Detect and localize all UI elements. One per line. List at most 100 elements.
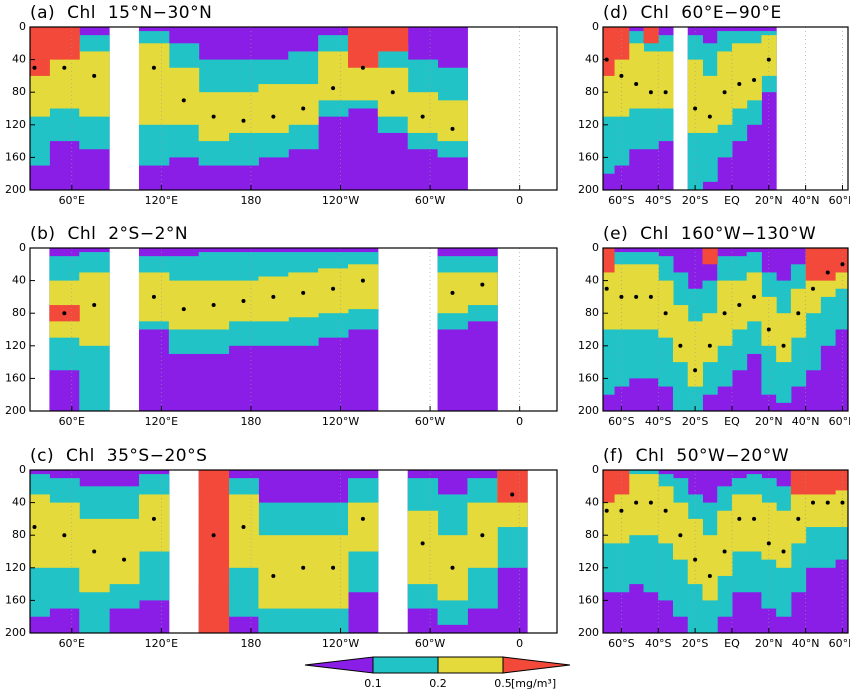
- chl-band: [776, 510, 792, 568]
- chl-band: [687, 321, 703, 387]
- x-tick-label: 0: [516, 637, 523, 650]
- dcm-dot: [211, 303, 216, 308]
- y-tick-label: 120: [5, 561, 26, 574]
- y-tick-label: 80: [12, 85, 26, 98]
- y-tick-label: 160: [5, 150, 26, 163]
- y-tick-label: 160: [5, 593, 26, 606]
- dcm-dot: [331, 565, 336, 570]
- chl-band: [603, 478, 615, 544]
- chl-band: [109, 518, 140, 585]
- dcm-dot: [796, 311, 801, 316]
- chl-band: [643, 474, 659, 536]
- x-tick-label: 60°W: [415, 415, 445, 428]
- y-tick-label: 120: [578, 339, 599, 352]
- dcm-dot: [811, 286, 815, 291]
- chl-band: [168, 280, 200, 330]
- y-tick-label: 200: [578, 626, 599, 639]
- dcm-dot: [825, 270, 830, 275]
- plot-frame: [29, 26, 558, 191]
- chl-band: [673, 305, 689, 363]
- chl-band: [497, 470, 528, 503]
- chl-band: [776, 313, 792, 363]
- chl-band: [258, 84, 289, 133]
- dcm-dot: [241, 525, 246, 530]
- panel-title: (c) Chl 35°S−20°S: [30, 446, 207, 466]
- y-tick-label: 120: [5, 339, 26, 352]
- dcm-dot: [693, 368, 698, 373]
- dcm-dot: [737, 516, 742, 521]
- dcm-dot: [604, 508, 609, 513]
- x-tick-label: 20°S: [682, 194, 708, 207]
- y-tick-label: 0: [19, 241, 26, 254]
- dcm-dot: [420, 114, 425, 119]
- x-tick-label: 60°S: [608, 194, 634, 207]
- x-tick-label: 40°N: [792, 637, 820, 650]
- dcm-dot: [678, 533, 683, 538]
- y-tick-label: 80: [585, 528, 599, 541]
- dcm-dot: [766, 327, 771, 332]
- dcm-dot: [766, 541, 771, 546]
- chl-band: [790, 486, 807, 544]
- y-tick-label: 80: [585, 85, 599, 98]
- panel-title: (e) Chl 160°W−130°W: [603, 224, 816, 244]
- x-tick-label: 20°S: [682, 415, 708, 428]
- panel-title: (d) Chl 60°E−90°E: [603, 3, 782, 23]
- dcm-dot: [634, 500, 639, 505]
- dcm-dot: [693, 557, 698, 562]
- chl-band: [731, 43, 748, 109]
- x-tick-label: 60°E: [59, 415, 85, 428]
- dcm-dot: [301, 290, 306, 295]
- chl-band: [702, 535, 718, 601]
- dcm-dot: [122, 557, 127, 562]
- chl-band: [49, 27, 80, 60]
- dcm-dot: [151, 65, 156, 70]
- x-tick-label: 60°S: [608, 415, 634, 428]
- y-tick-label: 80: [12, 306, 26, 319]
- chl-band: [835, 248, 848, 273]
- chl-band: [717, 510, 733, 576]
- colorbar-mid: [372, 656, 439, 674]
- chl-band: [288, 535, 319, 609]
- dcm-dot: [707, 343, 712, 348]
- dcm-dot: [301, 565, 306, 570]
- chl-band: [835, 470, 848, 491]
- chl-band: [198, 470, 230, 633]
- chl-band: [138, 494, 170, 552]
- chl-band: [746, 494, 762, 552]
- plot-area: [603, 27, 843, 190]
- x-tick-label: 120°W: [322, 194, 359, 207]
- dcm-dot: [604, 286, 609, 291]
- chl-band: [407, 510, 439, 585]
- y-tick-label: 0: [19, 463, 26, 476]
- chl-band: [603, 27, 615, 76]
- dcm-dot: [707, 573, 712, 578]
- chl-band: [628, 43, 645, 109]
- dcm-dot: [781, 343, 786, 348]
- chl-band: [702, 75, 718, 133]
- chl-band: [746, 43, 762, 101]
- dcm-dot: [480, 282, 485, 287]
- dcm-dot: [181, 307, 186, 312]
- y-tick-label: 40: [585, 496, 599, 509]
- chl-band: [761, 502, 777, 560]
- dcm-dot: [634, 82, 639, 87]
- colorbar-top: [502, 656, 571, 674]
- x-tick-label: 0: [516, 194, 523, 207]
- dcm-dot: [271, 573, 276, 578]
- dcm-dot: [634, 294, 639, 299]
- x-tick-label: 20°N: [755, 415, 783, 428]
- chl-band: [805, 248, 821, 281]
- y-tick-label: 160: [5, 371, 26, 384]
- dcm-dot: [181, 98, 186, 103]
- y-tick-label: 160: [578, 371, 599, 384]
- dcm-dot: [241, 298, 246, 303]
- y-tick-label: 0: [592, 20, 599, 33]
- y-tick-label: 160: [578, 150, 599, 163]
- dcm-dot: [722, 311, 727, 316]
- dcm-dot: [480, 533, 485, 538]
- chl-band: [643, 51, 659, 109]
- chl-band: [318, 535, 349, 609]
- chl-band: [603, 264, 615, 330]
- chl-band: [258, 535, 289, 609]
- chl-band: [820, 248, 836, 281]
